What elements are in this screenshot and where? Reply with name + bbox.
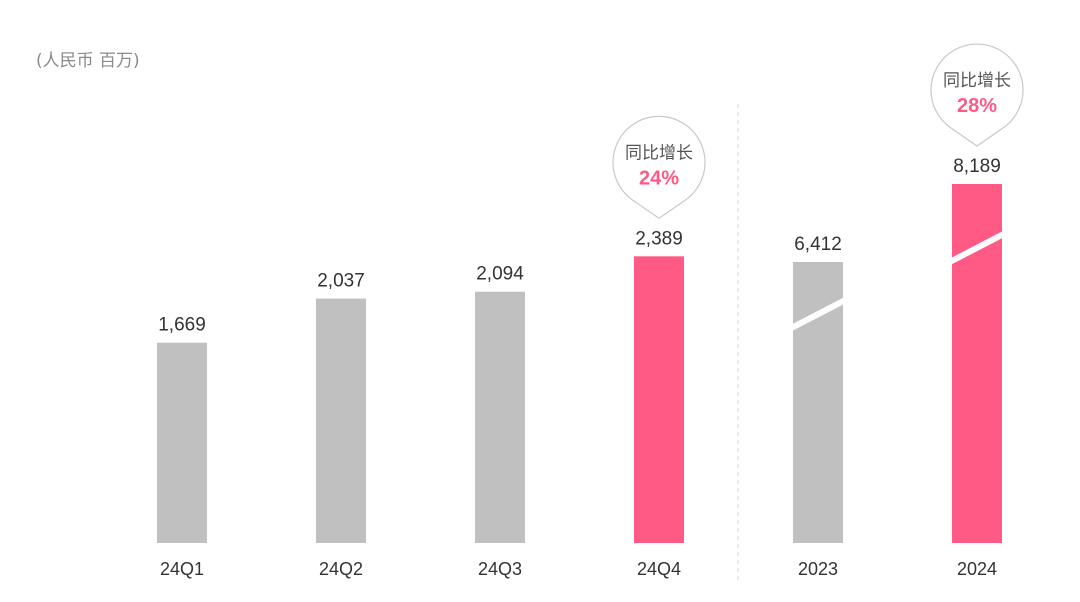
axis-break-mark <box>789 297 847 331</box>
yoy-bubble <box>612 115 706 220</box>
value-label: 2,389 <box>635 228 683 249</box>
category-label: 24Q1 <box>160 559 204 579</box>
yoy-value: 28% <box>957 95 997 117</box>
bar-24q3 <box>475 291 525 543</box>
value-label: 2,037 <box>317 271 365 292</box>
bar-24q1 <box>157 342 207 543</box>
bar-2024 <box>952 184 1002 543</box>
value-label: 1,669 <box>158 315 206 336</box>
bar-24q2 <box>316 298 366 543</box>
bar-24q4 <box>634 256 684 543</box>
unit-label: (人民币 百万) <box>36 51 140 71</box>
yoy-value: 24% <box>639 167 679 189</box>
category-label: 24Q4 <box>637 559 681 579</box>
value-label: 2,094 <box>476 264 524 285</box>
yoy-label: 同比增长 <box>625 143 693 163</box>
category-label: 2024 <box>957 559 997 579</box>
category-label: 24Q3 <box>478 559 522 579</box>
value-label: 8,189 <box>953 156 1001 177</box>
category-label: 24Q2 <box>319 559 363 579</box>
value-label: 6,412 <box>794 234 842 255</box>
yoy-label: 同比增长 <box>943 71 1011 91</box>
axis-break-mark <box>948 231 1006 265</box>
category-label: 2023 <box>798 559 838 579</box>
yoy-bubble <box>930 43 1024 147</box>
